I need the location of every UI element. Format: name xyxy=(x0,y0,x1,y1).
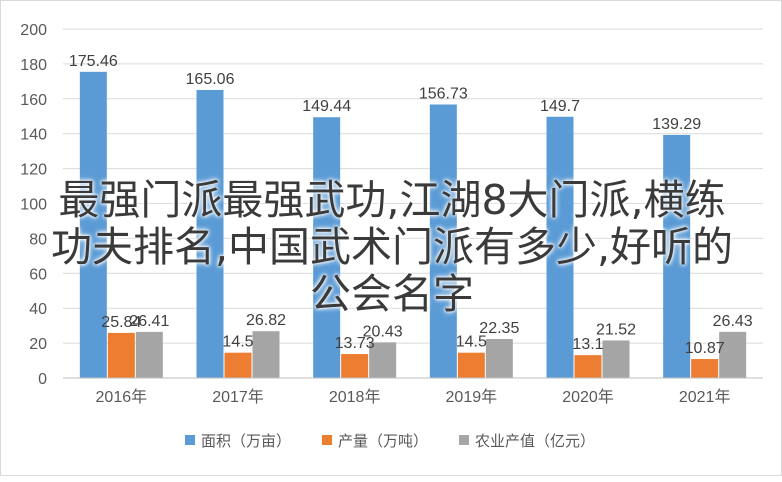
data-label-0-2: 149.44 xyxy=(302,98,351,115)
bar-0-0 xyxy=(79,71,107,378)
y-tick-label-120: 120 xyxy=(20,162,47,179)
bar-0-4 xyxy=(546,116,574,378)
legend-label-0: 面积（万亩） xyxy=(201,432,291,450)
data-label-1-3: 14.5 xyxy=(456,334,487,351)
data-label-1-1: 14.5 xyxy=(222,334,253,351)
bar-2-1 xyxy=(252,331,280,378)
bar-0-5 xyxy=(663,134,691,378)
bar-2-0 xyxy=(135,331,163,378)
y-tick-label-0: 0 xyxy=(38,371,47,388)
x-tick-label-0: 2016年 xyxy=(96,388,148,406)
data-label-1-2: 13.73 xyxy=(335,335,375,352)
bar-1-3 xyxy=(457,352,485,378)
data-label-1-5: 10.87 xyxy=(685,340,725,357)
bar-1-4 xyxy=(574,355,602,378)
data-label-0-0: 175.46 xyxy=(69,53,118,70)
bar-1-2 xyxy=(341,354,369,378)
legend-label-2: 农业产值（亿元） xyxy=(475,433,595,450)
bar-1-5 xyxy=(691,359,719,378)
data-label-0-1: 165.06 xyxy=(186,71,235,88)
bar-2-3 xyxy=(485,338,513,378)
y-tick-label-160: 160 xyxy=(20,92,47,109)
y-axis: 0 20 40 60 80 100 120 140 160 180 200 xyxy=(20,22,47,388)
y-tick-label-40: 40 xyxy=(29,301,47,318)
data-label-2-5: 26.43 xyxy=(713,313,753,330)
data-label-2-2: 20.43 xyxy=(363,323,403,340)
data-label-1-4: 13.1 xyxy=(572,336,603,353)
bar-0-2 xyxy=(313,117,341,378)
x-tick-label-5: 2021年 xyxy=(679,388,731,406)
data-label-0-5: 139.29 xyxy=(652,116,701,133)
x-tick-label-2: 2018年 xyxy=(329,388,381,406)
x-tick-label-3: 2019年 xyxy=(446,388,498,406)
bar-2-2 xyxy=(369,342,397,378)
y-tick-label-140: 140 xyxy=(20,127,47,144)
data-label-0-3: 156.73 xyxy=(419,86,468,103)
y-tick-label-80: 80 xyxy=(29,231,47,248)
x-tick-label-1: 2017年 xyxy=(212,388,264,406)
bar-0-3 xyxy=(429,104,457,378)
y-tick-label-60: 60 xyxy=(29,266,47,283)
legend-swatch-2 xyxy=(459,435,469,445)
bar-1-0 xyxy=(107,332,135,378)
data-label-2-4: 21.52 xyxy=(596,321,636,338)
data-label-2-0: 26.41 xyxy=(129,313,169,330)
legend-swatch-1 xyxy=(322,435,332,445)
bar-0-1 xyxy=(196,89,224,378)
bar-2-4 xyxy=(602,340,630,378)
x-axis: 2016年 2017年 2018年 2019年 2020年 2021年 xyxy=(63,377,763,406)
bars xyxy=(79,71,747,378)
data-label-2-3: 22.35 xyxy=(479,320,519,337)
y-tick-label-20: 20 xyxy=(29,336,47,353)
gridlines xyxy=(63,28,763,379)
y-tick-label-100: 100 xyxy=(20,197,47,214)
data-label-2-1: 26.82 xyxy=(246,312,286,329)
x-tick-label-4: 2020年 xyxy=(562,388,614,406)
bar-1-1 xyxy=(224,352,252,378)
y-tick-label-180: 180 xyxy=(20,57,47,74)
legend-label-1: 产量（万吨） xyxy=(338,433,428,450)
data-label-0-4: 149.7 xyxy=(540,98,580,115)
y-tick-label-200: 200 xyxy=(20,22,47,39)
legend: 面积（万亩） 产量（万吨） 农业产值（亿元） xyxy=(185,432,595,450)
bar-2-5 xyxy=(719,331,747,378)
legend-swatch-0 xyxy=(185,435,195,445)
data-label-1-0: 25.84 xyxy=(101,314,141,331)
